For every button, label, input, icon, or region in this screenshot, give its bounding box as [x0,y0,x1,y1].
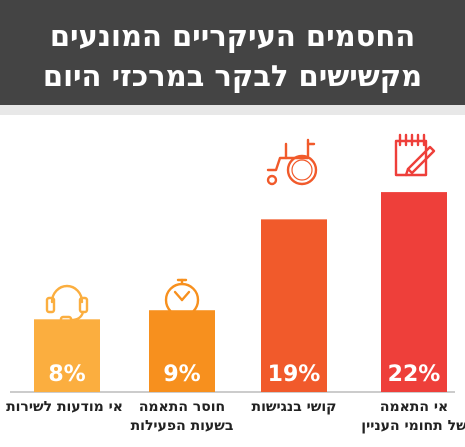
title-line-2: מקשישים לבקר במרכזי היום [42,59,423,93]
bar [34,319,100,392]
bar-value-label: 9% [163,362,200,387]
headset-icon [45,284,89,324]
wheelchair-icon [266,138,318,186]
category-label-line-2: של תחומי העניין [361,418,465,434]
bar [149,310,215,392]
category-label: חוסר התאמה [138,399,226,415]
category-label: אי התאמה [379,399,449,415]
category-label-line-2: בשעות הפעילות [130,418,234,434]
bar-value-label: 22% [388,362,441,387]
title-line-1: החסמים העיקריים המונעים [49,19,416,53]
category-label: קושי בנגישות [251,399,337,415]
category-label: אי מודעות לשירות [6,399,123,415]
bar [261,219,327,392]
title-banner: החסמים העיקריים המונעים מקשישים לבקר במר… [0,0,465,105]
header-divider [0,105,465,115]
bar [381,192,447,392]
bar-value-label: 8% [48,362,85,387]
notepad-pencil-icon [394,133,436,177]
bar-value-label: 19% [268,362,321,387]
clock-icon [164,278,200,318]
